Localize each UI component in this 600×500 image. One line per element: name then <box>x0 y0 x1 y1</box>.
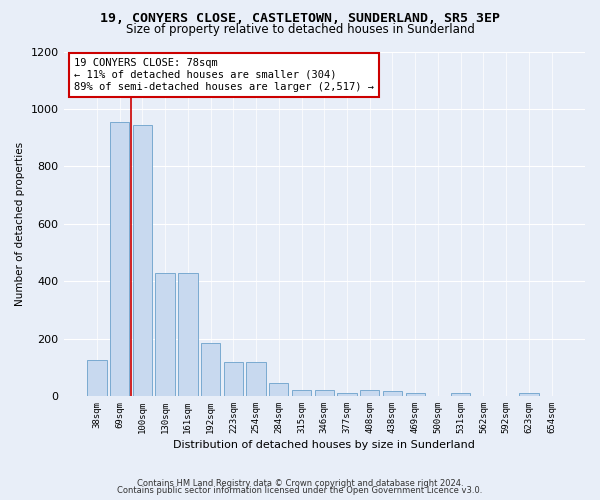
Bar <box>383 391 402 396</box>
Bar <box>155 272 175 396</box>
Bar <box>337 392 356 396</box>
Bar <box>224 362 243 396</box>
Text: Contains HM Land Registry data © Crown copyright and database right 2024.: Contains HM Land Registry data © Crown c… <box>137 478 463 488</box>
Bar <box>247 362 266 396</box>
Bar <box>133 124 152 396</box>
Bar <box>201 343 220 396</box>
X-axis label: Distribution of detached houses by size in Sunderland: Distribution of detached houses by size … <box>173 440 475 450</box>
Text: Contains public sector information licensed under the Open Government Licence v3: Contains public sector information licen… <box>118 486 482 495</box>
Text: Size of property relative to detached houses in Sunderland: Size of property relative to detached ho… <box>125 22 475 36</box>
Bar <box>519 393 539 396</box>
Y-axis label: Number of detached properties: Number of detached properties <box>15 142 25 306</box>
Bar <box>269 383 289 396</box>
Bar <box>314 390 334 396</box>
Bar <box>451 393 470 396</box>
Bar <box>178 272 197 396</box>
Bar <box>292 390 311 396</box>
Bar <box>110 122 130 396</box>
Bar <box>406 393 425 396</box>
Text: 19, CONYERS CLOSE, CASTLETOWN, SUNDERLAND, SR5 3EP: 19, CONYERS CLOSE, CASTLETOWN, SUNDERLAN… <box>100 12 500 26</box>
Text: 19 CONYERS CLOSE: 78sqm
← 11% of detached houses are smaller (304)
89% of semi-d: 19 CONYERS CLOSE: 78sqm ← 11% of detache… <box>74 58 374 92</box>
Bar <box>87 360 107 396</box>
Bar <box>360 390 379 396</box>
